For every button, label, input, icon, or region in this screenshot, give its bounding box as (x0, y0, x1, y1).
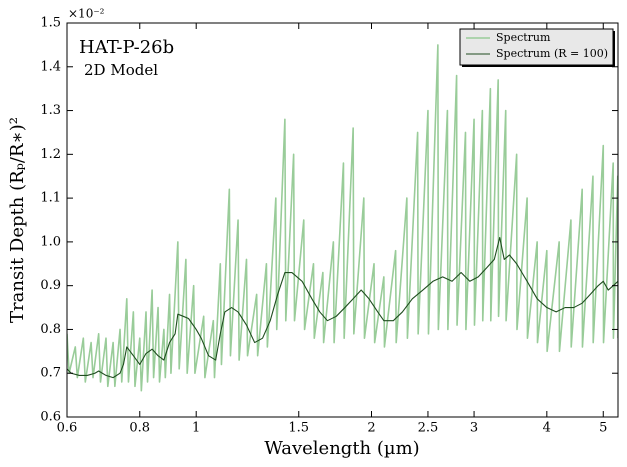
x-tick-label: 1 (192, 421, 200, 436)
y-tick-label: 1.2 (40, 147, 61, 162)
y-offset-label: ×10⁻² (68, 7, 105, 21)
x-tick-label: 3 (470, 421, 478, 436)
series-line (67, 236, 618, 379)
series-line (67, 44, 618, 392)
y-tick-label: 1.0 (40, 234, 61, 249)
x-tick-label: 5 (599, 421, 607, 436)
x-tick-label: 0.8 (129, 421, 150, 436)
y-tick-label: 1.5 (40, 16, 61, 31)
plot-frame (66, 22, 619, 418)
x-tick-label: 4 (543, 421, 551, 436)
y-tick-label: 0.9 (40, 278, 61, 293)
x-axis-label: Wavelength (µm) (264, 438, 419, 459)
y-tick-label: 1.1 (40, 191, 61, 206)
legend-box (459, 28, 614, 66)
x-tick-label: 2.5 (418, 421, 439, 436)
y-axis-label: Transit Depth (Rₚ/R∗)² (7, 117, 28, 323)
legend-label: Spectrum (496, 31, 551, 44)
legend-label: Spectrum (R = 100) (496, 47, 608, 60)
x-tick-label: 0.6 (57, 421, 78, 436)
y-tick-label: 0.8 (40, 322, 61, 337)
y-tick-label: 0.6 (40, 410, 61, 425)
y-tick-label: 0.7 (40, 366, 61, 381)
y-tick-label: 1.4 (40, 59, 61, 74)
chart-title: HAT-P-26b (79, 37, 174, 58)
x-tick-label: 1.5 (288, 421, 309, 436)
x-tick-label: 2 (367, 421, 375, 436)
chart-subtitle: 2D Model (84, 61, 158, 79)
y-tick-label: 1.3 (40, 103, 61, 118)
